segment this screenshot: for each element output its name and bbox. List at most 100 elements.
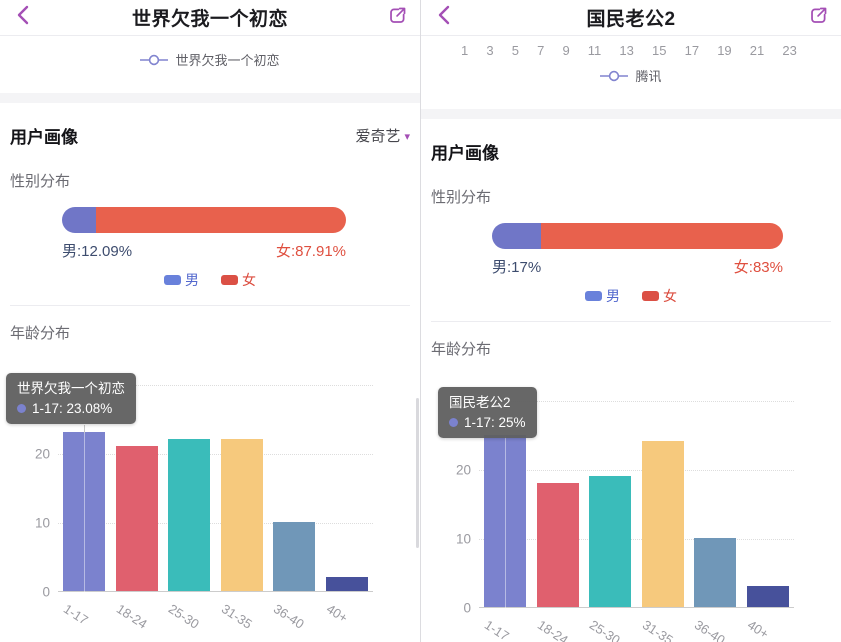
axis-tick: 17 xyxy=(684,43,700,58)
gender-bar-male-segment[interactable] xyxy=(492,223,542,249)
male-swatch-icon xyxy=(585,291,602,301)
tooltip-value: 1-17: 25% xyxy=(464,415,526,430)
gender-legend-female[interactable]: 女 xyxy=(221,270,256,290)
tooltip-title: 世界欠我一个初恋 xyxy=(17,381,125,396)
section-separator xyxy=(421,109,841,119)
axis-tick: 11 xyxy=(587,43,602,58)
axis-tick: 13 xyxy=(619,43,634,58)
age-section-title: 年龄分布 xyxy=(10,325,71,342)
bar-36-40[interactable] xyxy=(694,538,737,607)
share-button[interactable] xyxy=(807,6,831,30)
age-bar-chart: 国民老公2 1-17: 25% 01020301-1718-2425-3031-… xyxy=(431,365,831,642)
bar-36-40[interactable] xyxy=(273,522,316,591)
gender-legend: 男 女 xyxy=(431,286,831,306)
share-icon xyxy=(387,5,408,31)
gridline xyxy=(479,470,794,471)
gridline xyxy=(58,523,373,524)
bar-18-24[interactable] xyxy=(115,446,158,591)
chevron-left-icon xyxy=(16,5,29,30)
y-axis-label: 20 xyxy=(455,462,471,478)
gender-legend: 男 女 xyxy=(10,270,410,290)
section-title-user-profile: 用户画像 xyxy=(431,144,499,163)
bar-25-30[interactable] xyxy=(168,439,211,591)
gender-bar-male-segment[interactable] xyxy=(62,207,97,233)
axis-tick: 15 xyxy=(652,43,667,58)
share-button[interactable] xyxy=(386,6,410,30)
male-percentage-label: 男:12.09% xyxy=(62,243,133,260)
axis-tick: 23 xyxy=(782,43,797,58)
axis-tick: 21 xyxy=(749,43,765,58)
bar-40+[interactable] xyxy=(746,586,789,607)
axis-tick: 5 xyxy=(511,43,519,58)
axis-tick: 19 xyxy=(717,43,732,58)
y-axis-label: 0 xyxy=(42,584,50,600)
series-legend[interactable]: 腾讯 xyxy=(421,66,841,109)
screen-right: 国民老公2 1 3 5 7 9 11 13 15 17 19 xyxy=(421,0,841,642)
axis-tick: 3 xyxy=(486,43,494,58)
series-line-marker-icon xyxy=(140,54,169,66)
back-button[interactable] xyxy=(10,5,34,30)
divider xyxy=(10,305,410,306)
gridline xyxy=(58,385,373,386)
bar-25-30[interactable] xyxy=(589,475,632,607)
bar-1-17[interactable] xyxy=(484,434,527,607)
header-right: 国民老公2 xyxy=(421,0,841,36)
gender-bar xyxy=(62,207,346,233)
tooltip-indicator-line xyxy=(84,432,86,592)
tooltip-indicator-line xyxy=(505,435,507,608)
x-axis-label: 31-35 xyxy=(218,601,255,632)
y-axis-label: 10 xyxy=(34,515,50,531)
bar-18-24[interactable] xyxy=(536,482,579,607)
bar-40+[interactable] xyxy=(325,577,368,591)
share-icon xyxy=(808,5,829,31)
x-axis-label: 40+ xyxy=(323,601,351,626)
bar-1-17[interactable] xyxy=(63,431,106,591)
section-title-user-profile: 用户画像 xyxy=(10,128,78,147)
male-percentage-label: 男:17% xyxy=(492,259,542,276)
gender-bar-female-segment[interactable] xyxy=(541,223,783,249)
x-axis-label: 40+ xyxy=(744,617,772,642)
x-axis-label: 25-30 xyxy=(166,601,203,632)
male-swatch-icon xyxy=(164,275,181,285)
screen-left: 世界欠我一个初恋 世界欠我一个初恋 用户画像 xyxy=(0,0,420,642)
x-axis-label: 1-17 xyxy=(61,601,92,628)
gender-section-title: 性别分布 xyxy=(431,189,492,206)
chevron-down-icon: ▾ xyxy=(404,131,410,143)
series-legend-label: 世界欠我一个初恋 xyxy=(175,53,280,68)
gender-legend-female[interactable]: 女 xyxy=(642,286,677,306)
series-legend-label: 腾讯 xyxy=(635,69,662,84)
x-axis-label: 25-30 xyxy=(587,617,624,642)
x-axis-label: 31-35 xyxy=(639,617,676,642)
bar-31-35[interactable] xyxy=(220,439,263,591)
female-percentage-label: 女:83% xyxy=(733,259,783,276)
back-button[interactable] xyxy=(431,5,455,30)
source-selector[interactable]: 爱奇艺 ▾ xyxy=(355,125,410,146)
gridline xyxy=(479,539,794,540)
gender-bar-female-segment[interactable] xyxy=(96,207,346,233)
age-section-title: 年龄分布 xyxy=(431,341,492,358)
tooltip-series-dot-icon xyxy=(449,418,458,427)
tooltip-series-dot-icon xyxy=(17,404,26,413)
axis-tick: 9 xyxy=(562,43,570,58)
x-axis-label: 36-40 xyxy=(692,617,729,642)
series-line-marker-icon xyxy=(600,70,629,82)
gridline xyxy=(58,454,373,455)
gender-legend-male[interactable]: 男 xyxy=(164,270,199,290)
header-left: 世界欠我一个初恋 xyxy=(0,0,420,36)
scrollbar-thumb[interactable] xyxy=(416,398,419,548)
female-swatch-icon xyxy=(642,291,659,301)
x-axis-label: 18-24 xyxy=(534,617,571,642)
chart-tooltip: 国民老公2 1-17: 25% xyxy=(438,387,537,438)
y-axis-label: 10 xyxy=(455,531,471,547)
tooltip-indicator-line xyxy=(84,425,86,433)
age-bar-chart: 世界欠我一个初恋 1-17: 23.08% 01020301-1718-2425… xyxy=(6,349,410,642)
screen-divider xyxy=(420,0,421,642)
series-legend[interactable]: 世界欠我一个初恋 xyxy=(0,50,420,93)
gridline xyxy=(479,401,794,402)
tooltip-title: 国民老公2 xyxy=(449,395,511,410)
bar-31-35[interactable] xyxy=(641,441,684,607)
gender-bar xyxy=(492,223,783,249)
gender-legend-male[interactable]: 男 xyxy=(585,286,620,306)
